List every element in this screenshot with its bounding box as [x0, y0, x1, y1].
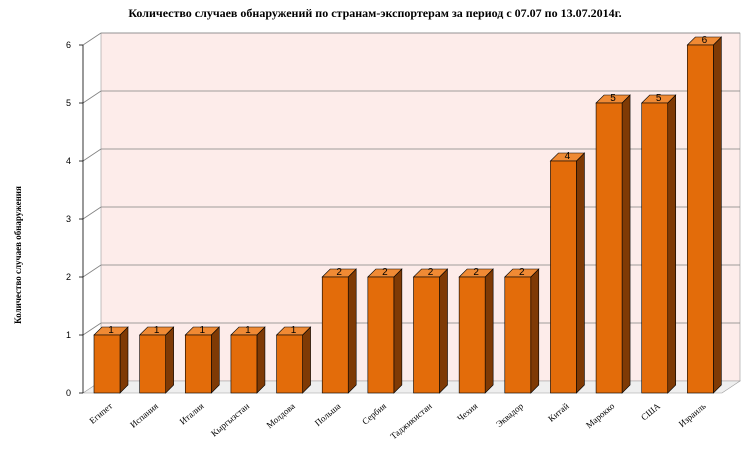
bar-side: [165, 326, 174, 394]
bar: [184, 334, 212, 394]
bar: [276, 334, 303, 394]
data-label: 2: [473, 267, 479, 278]
data-label: 2: [336, 267, 342, 278]
x-tick-label: Египет: [87, 401, 114, 426]
y-tick-label: 3: [66, 214, 71, 224]
x-tick-label: Таджикистан: [388, 401, 434, 442]
x-tick-label: Сербия: [360, 401, 388, 427]
bar: [595, 102, 623, 394]
bar: [550, 160, 577, 394]
data-label: 2: [428, 267, 434, 278]
bar-side: [576, 152, 585, 394]
data-label: 6: [702, 35, 708, 46]
gridline-side: [82, 322, 102, 336]
gridline-side: [82, 148, 102, 162]
x-tick-label: Китай: [546, 401, 571, 424]
bar: [504, 276, 532, 394]
bar-side: [119, 326, 129, 394]
bar-side: [256, 326, 266, 394]
y-tick-label: 6: [66, 40, 71, 50]
bar-side: [393, 268, 403, 394]
bar: [139, 334, 166, 394]
bar-side: [621, 94, 631, 394]
bar-side: [439, 268, 448, 394]
data-label: 5: [656, 93, 662, 104]
x-tick-label: Молдова: [264, 401, 296, 430]
x-tick-label: Италия: [178, 401, 206, 427]
bar-side: [667, 94, 677, 394]
bar: [93, 334, 121, 394]
x-tick-label: Марокко: [584, 401, 617, 431]
data-label: 4: [565, 151, 571, 162]
bar: [367, 276, 395, 394]
y-tick-label: 0: [66, 388, 71, 398]
x-tick-label: Польша: [313, 401, 343, 428]
data-label: 1: [108, 325, 114, 336]
gridline-side: [82, 206, 102, 220]
data-label: 5: [610, 93, 616, 104]
gridline-side: [82, 32, 102, 46]
bar: [230, 334, 258, 394]
data-label: 1: [154, 325, 160, 336]
x-tick-label: Чехия: [455, 401, 479, 424]
bar-side: [530, 268, 540, 394]
bar: [321, 276, 349, 394]
bar-side: [210, 326, 220, 394]
bar-side: [713, 36, 722, 394]
data-label: 1: [245, 325, 251, 336]
y-tick-label: 1: [66, 330, 71, 340]
bar: [687, 44, 714, 394]
gridline-side: [82, 264, 102, 278]
data-label: 1: [200, 325, 206, 336]
chart-title: Количество случаев обнаружений по страна…: [128, 6, 622, 20]
x-tick-label: Эквадор: [494, 401, 525, 430]
data-label: 1: [291, 325, 297, 336]
bar: [641, 102, 669, 394]
bar-side: [302, 326, 311, 394]
bar: [458, 276, 486, 394]
x-tick-label: Кыргызстан: [209, 401, 251, 439]
y-tick-label: 4: [66, 156, 71, 166]
data-label: 2: [382, 267, 388, 278]
x-tick-label: США: [639, 401, 662, 423]
data-label: 2: [519, 267, 525, 278]
y-tick-label: 2: [66, 272, 71, 282]
x-tick-label: Израиль: [677, 401, 708, 429]
x-tick-label: Испания: [128, 401, 160, 430]
gridline-side: [82, 90, 102, 104]
y-tick-label: 5: [66, 98, 71, 108]
bar-side: [484, 268, 494, 394]
bar-side: [347, 268, 357, 394]
bar: [413, 276, 440, 394]
